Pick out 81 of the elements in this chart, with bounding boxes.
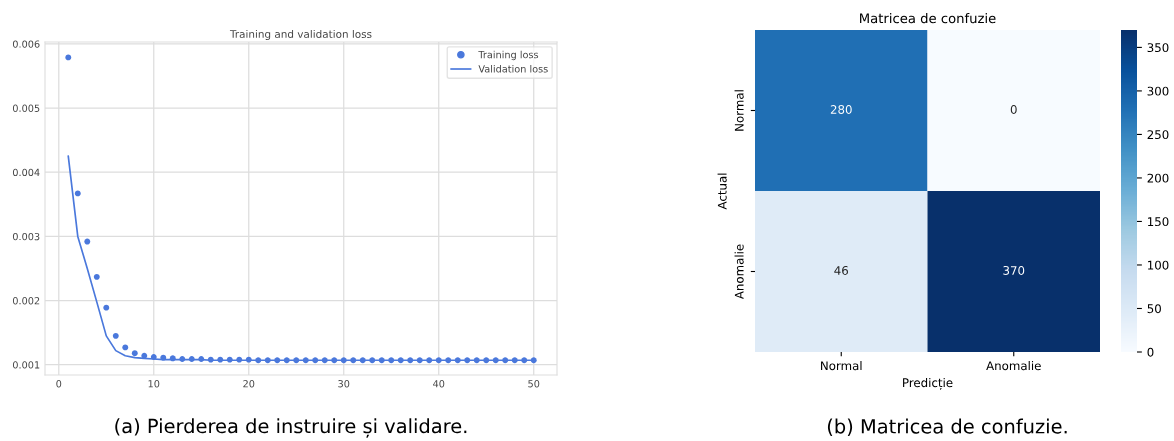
color-bar-label: 0 [1147,347,1154,357]
point [445,357,452,364]
point [283,357,290,364]
color-bar-label: 200 [1147,173,1169,183]
point [169,355,176,362]
y-axis-title: Actual [717,173,727,210]
point [397,357,404,364]
point [226,356,233,363]
y-tick-label: 0.006 [12,40,40,48]
point [264,357,271,364]
point [359,357,366,364]
data-label: 370 [1003,266,1025,275]
point [388,357,395,364]
color-bar-label: 300 [1147,86,1169,96]
y-tick-label: 0.003 [12,232,40,241]
point [65,54,72,61]
x-tick-label: 0 [56,380,62,388]
point [255,357,262,364]
point [141,352,148,359]
x-axis-title: Predicție [903,378,953,390]
data-label: 46 [834,266,849,275]
x-tick-label: 40 [433,380,445,388]
point [511,357,518,364]
chart-title: Matricea de confuzie [860,13,996,24]
text: (a) Pierderea de instruire și validare. [115,418,467,438]
data-label: 0 [1010,105,1017,114]
point [426,357,433,364]
y-tick-label: 0.002 [12,297,40,305]
text: (b) Matricea de confuzie. [827,418,1067,436]
point [483,357,490,364]
point [293,357,300,364]
point [122,344,129,351]
point [207,356,214,363]
point [302,357,309,364]
legend-label: Training loss [478,50,539,61]
point [378,357,385,364]
point [331,357,338,364]
color-bar-label: 250 [1147,130,1169,140]
y-tick-label: 0.004 [12,168,40,177]
point [274,357,281,364]
color-bar-label: 150 [1148,217,1169,227]
point [112,332,119,339]
y-tick-label: 0.001 [12,361,40,369]
point [312,357,319,364]
legend-label: Validation loss [478,65,548,73]
point [435,357,442,364]
x-tick-label: 30 [338,380,350,388]
point [473,357,480,364]
x-tick-label: 20 [243,380,255,388]
point [416,357,423,364]
color-bar-label: 50 [1147,304,1161,314]
color-bar-label: 350 [1147,43,1169,53]
point [454,357,461,364]
point [150,354,157,360]
data-label: 280 [830,105,852,114]
chart-title: Training and validation loss [229,29,372,40]
color-bar-label: 100 [1148,260,1169,270]
point [530,357,537,364]
point [198,356,205,362]
point [179,356,186,362]
y-tick-label: 0.005 [12,104,40,112]
point [160,354,167,361]
point [103,304,110,311]
point [521,357,528,364]
point [131,350,138,357]
point [321,357,328,364]
x-tick-label: 50 [528,380,540,388]
point [245,356,252,363]
point [502,357,509,364]
point [464,357,471,364]
point [188,356,195,362]
point [492,357,499,364]
point [407,357,414,364]
point [340,357,347,364]
point [369,357,376,364]
point [74,190,81,197]
point [350,357,357,364]
x-tick-label: 10 [148,380,160,388]
point [236,356,243,363]
point [93,273,100,280]
point [217,356,224,363]
